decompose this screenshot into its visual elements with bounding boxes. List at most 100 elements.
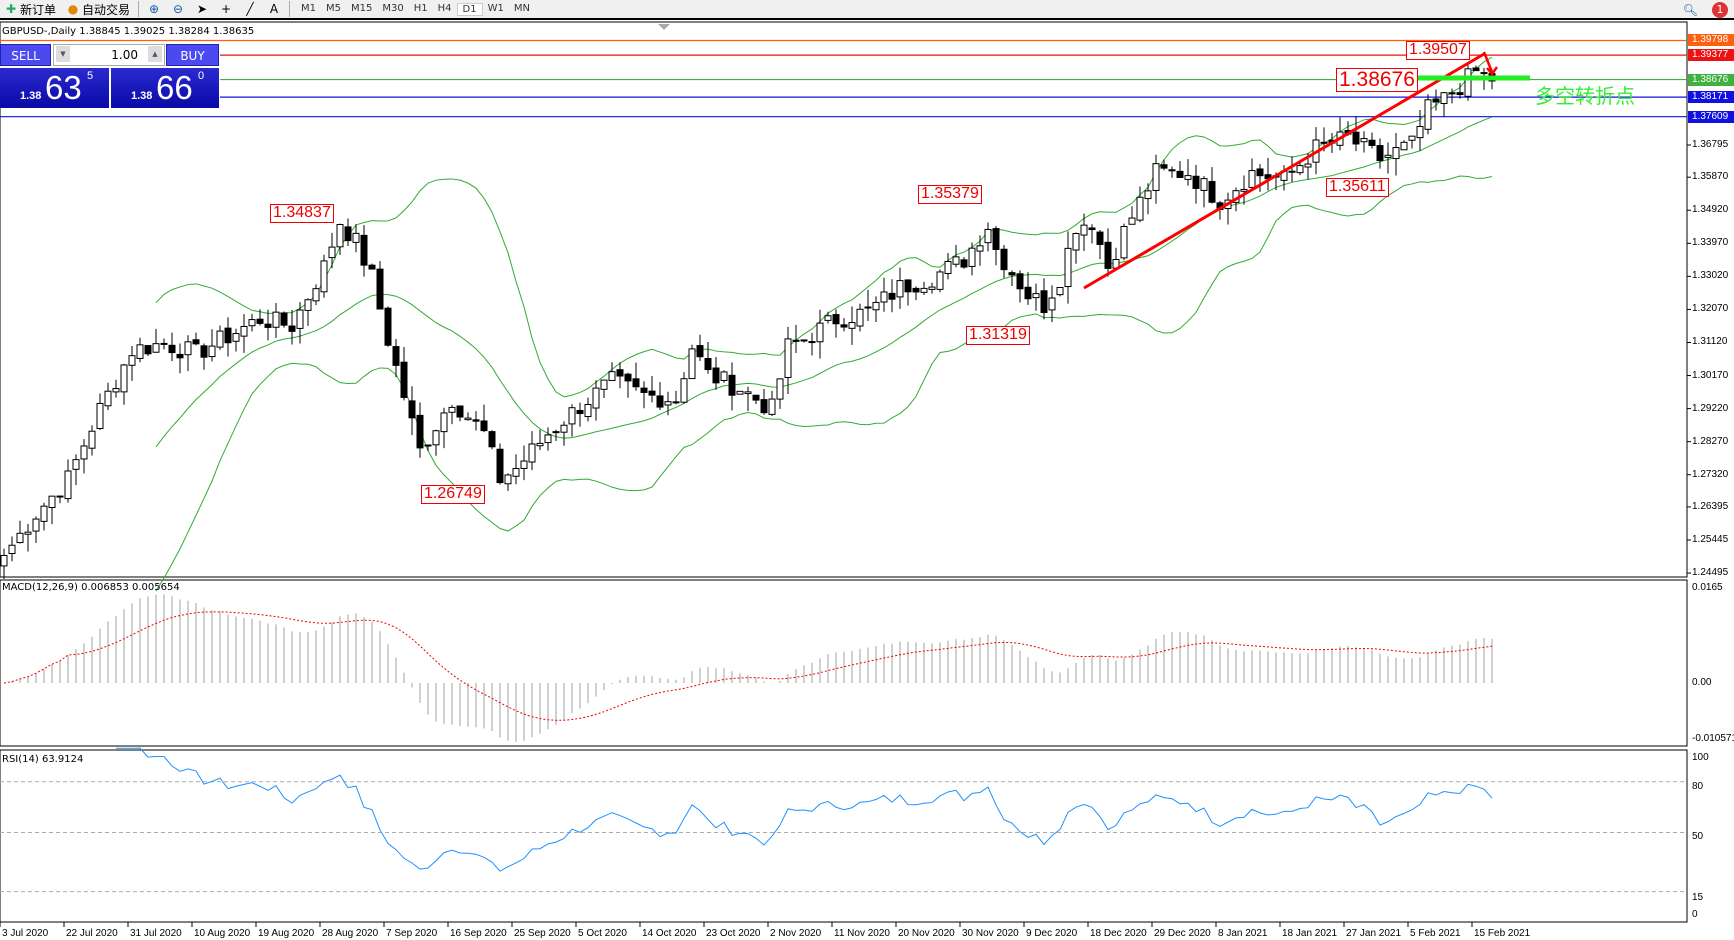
buy-price[interactable]: 1.38 66 0	[111, 68, 219, 108]
lot-increase-button[interactable]: ▲	[148, 46, 162, 62]
lot-size-input[interactable]: 1.00	[53, 44, 165, 66]
candle	[768, 390, 776, 416]
candle-body	[48, 495, 56, 508]
zoom-out-button[interactable]: ⊖	[169, 0, 187, 18]
price-axis-label: 1.34920	[1692, 204, 1729, 216]
candle	[864, 289, 872, 321]
candle	[912, 286, 920, 301]
candle-body	[712, 367, 720, 384]
candle	[1144, 183, 1152, 215]
candle-body	[1368, 139, 1376, 146]
candle	[952, 244, 960, 268]
zoom-in-button[interactable]: ⊕	[145, 0, 163, 18]
timeframe-M1[interactable]: M1	[301, 2, 317, 14]
candle-body	[544, 434, 552, 444]
trendline-button[interactable]: ╱	[241, 0, 259, 18]
candle-body	[1064, 247, 1072, 288]
rsi-axis-label: 100	[1692, 752, 1709, 763]
candle-body	[936, 271, 944, 290]
candle	[272, 302, 280, 338]
timeframe-M5[interactable]: M5	[326, 2, 342, 14]
timeframe-H1[interactable]: H1	[413, 2, 428, 14]
timeframe-D1[interactable]: D1	[456, 2, 483, 16]
text-button[interactable]: A	[265, 0, 283, 18]
candle-body	[1048, 297, 1056, 311]
auto-trade-button[interactable]: ● 自动交易	[64, 0, 132, 18]
candle	[392, 339, 400, 378]
candle-body	[256, 318, 264, 324]
candle	[904, 279, 912, 306]
price-axis-label: 1.28270	[1692, 435, 1729, 447]
candle	[1128, 206, 1136, 225]
candle	[1000, 244, 1008, 279]
timeframe-bar: M1 M5 M15 M30 H1 H4 D1 W1 MN	[296, 2, 535, 16]
candle	[1440, 91, 1448, 117]
candle-body	[96, 402, 104, 429]
candle-body	[280, 312, 288, 326]
timeframe-W1[interactable]: W1	[487, 2, 504, 14]
candle-body	[264, 323, 272, 328]
candle-body	[944, 260, 952, 275]
candle-body	[1200, 178, 1208, 191]
candle-body	[136, 344, 144, 359]
rsi-axis-label: 15	[1692, 892, 1704, 903]
candle	[520, 445, 528, 481]
candle-body	[64, 470, 72, 500]
candle-body	[1120, 225, 1128, 259]
candle	[944, 252, 952, 280]
candle-body	[1376, 145, 1384, 162]
candle-body	[776, 378, 784, 400]
candle-body	[296, 309, 304, 329]
price-label-high: 1.34837	[270, 204, 334, 223]
date-axis-label: 30 Nov 2020	[962, 928, 1019, 939]
sell-button[interactable]: SELL	[0, 44, 51, 66]
candle	[1088, 224, 1096, 244]
candle	[304, 298, 312, 326]
crosshair-button[interactable]: +	[217, 0, 235, 18]
candle	[1464, 62, 1472, 101]
candle	[600, 379, 608, 398]
candle	[1056, 286, 1064, 297]
candle-body	[848, 322, 856, 329]
lot-decrease-button[interactable]: ▼	[56, 46, 70, 62]
zoom-in-icon: ⊕	[149, 2, 160, 16]
new-order-button[interactable]: ✚ 新订单	[2, 0, 58, 18]
candle	[440, 407, 448, 449]
candle-body	[328, 246, 336, 259]
candle	[136, 337, 144, 363]
candle-body	[608, 371, 616, 381]
candle	[872, 296, 880, 323]
candle-body	[800, 339, 808, 342]
candle	[208, 329, 216, 362]
timeframe-H4[interactable]: H4	[437, 2, 452, 14]
notification-badge[interactable]: 1	[1712, 2, 1728, 18]
cursor-button[interactable]: ➤	[193, 0, 211, 18]
candle-body	[392, 346, 400, 366]
buy-button[interactable]: BUY	[166, 44, 219, 66]
candle-body	[88, 430, 96, 449]
candle	[456, 405, 464, 422]
down-arrow	[1482, 51, 1499, 77]
search-icon[interactable]: 🔍︎	[1682, 3, 1698, 17]
candle-body	[1472, 67, 1480, 72]
rsi-panel-frame	[0, 749, 1688, 923]
candle	[240, 314, 248, 353]
date-axis-label: 25 Sep 2020	[514, 928, 571, 939]
sell-price[interactable]: 1.38 63 5	[0, 68, 109, 108]
price-axis-label: 1.33970	[1692, 237, 1729, 249]
macd-axis-label: 0.0165	[1692, 582, 1723, 593]
candle-body	[496, 448, 504, 484]
candle-body	[1392, 147, 1400, 160]
candle-body	[1208, 181, 1216, 203]
timeframe-M15[interactable]: M15	[351, 2, 373, 14]
candle-body	[16, 532, 24, 544]
candle	[1160, 159, 1168, 171]
candle-body	[480, 420, 488, 432]
price-label-peak: 1.39507	[1406, 41, 1470, 60]
candle-body	[688, 348, 696, 380]
candle	[1432, 89, 1440, 111]
candle-body	[424, 444, 432, 447]
timeframe-MN[interactable]: MN	[513, 2, 530, 14]
timeframe-M30[interactable]: M30	[382, 2, 404, 14]
candle	[120, 363, 128, 405]
